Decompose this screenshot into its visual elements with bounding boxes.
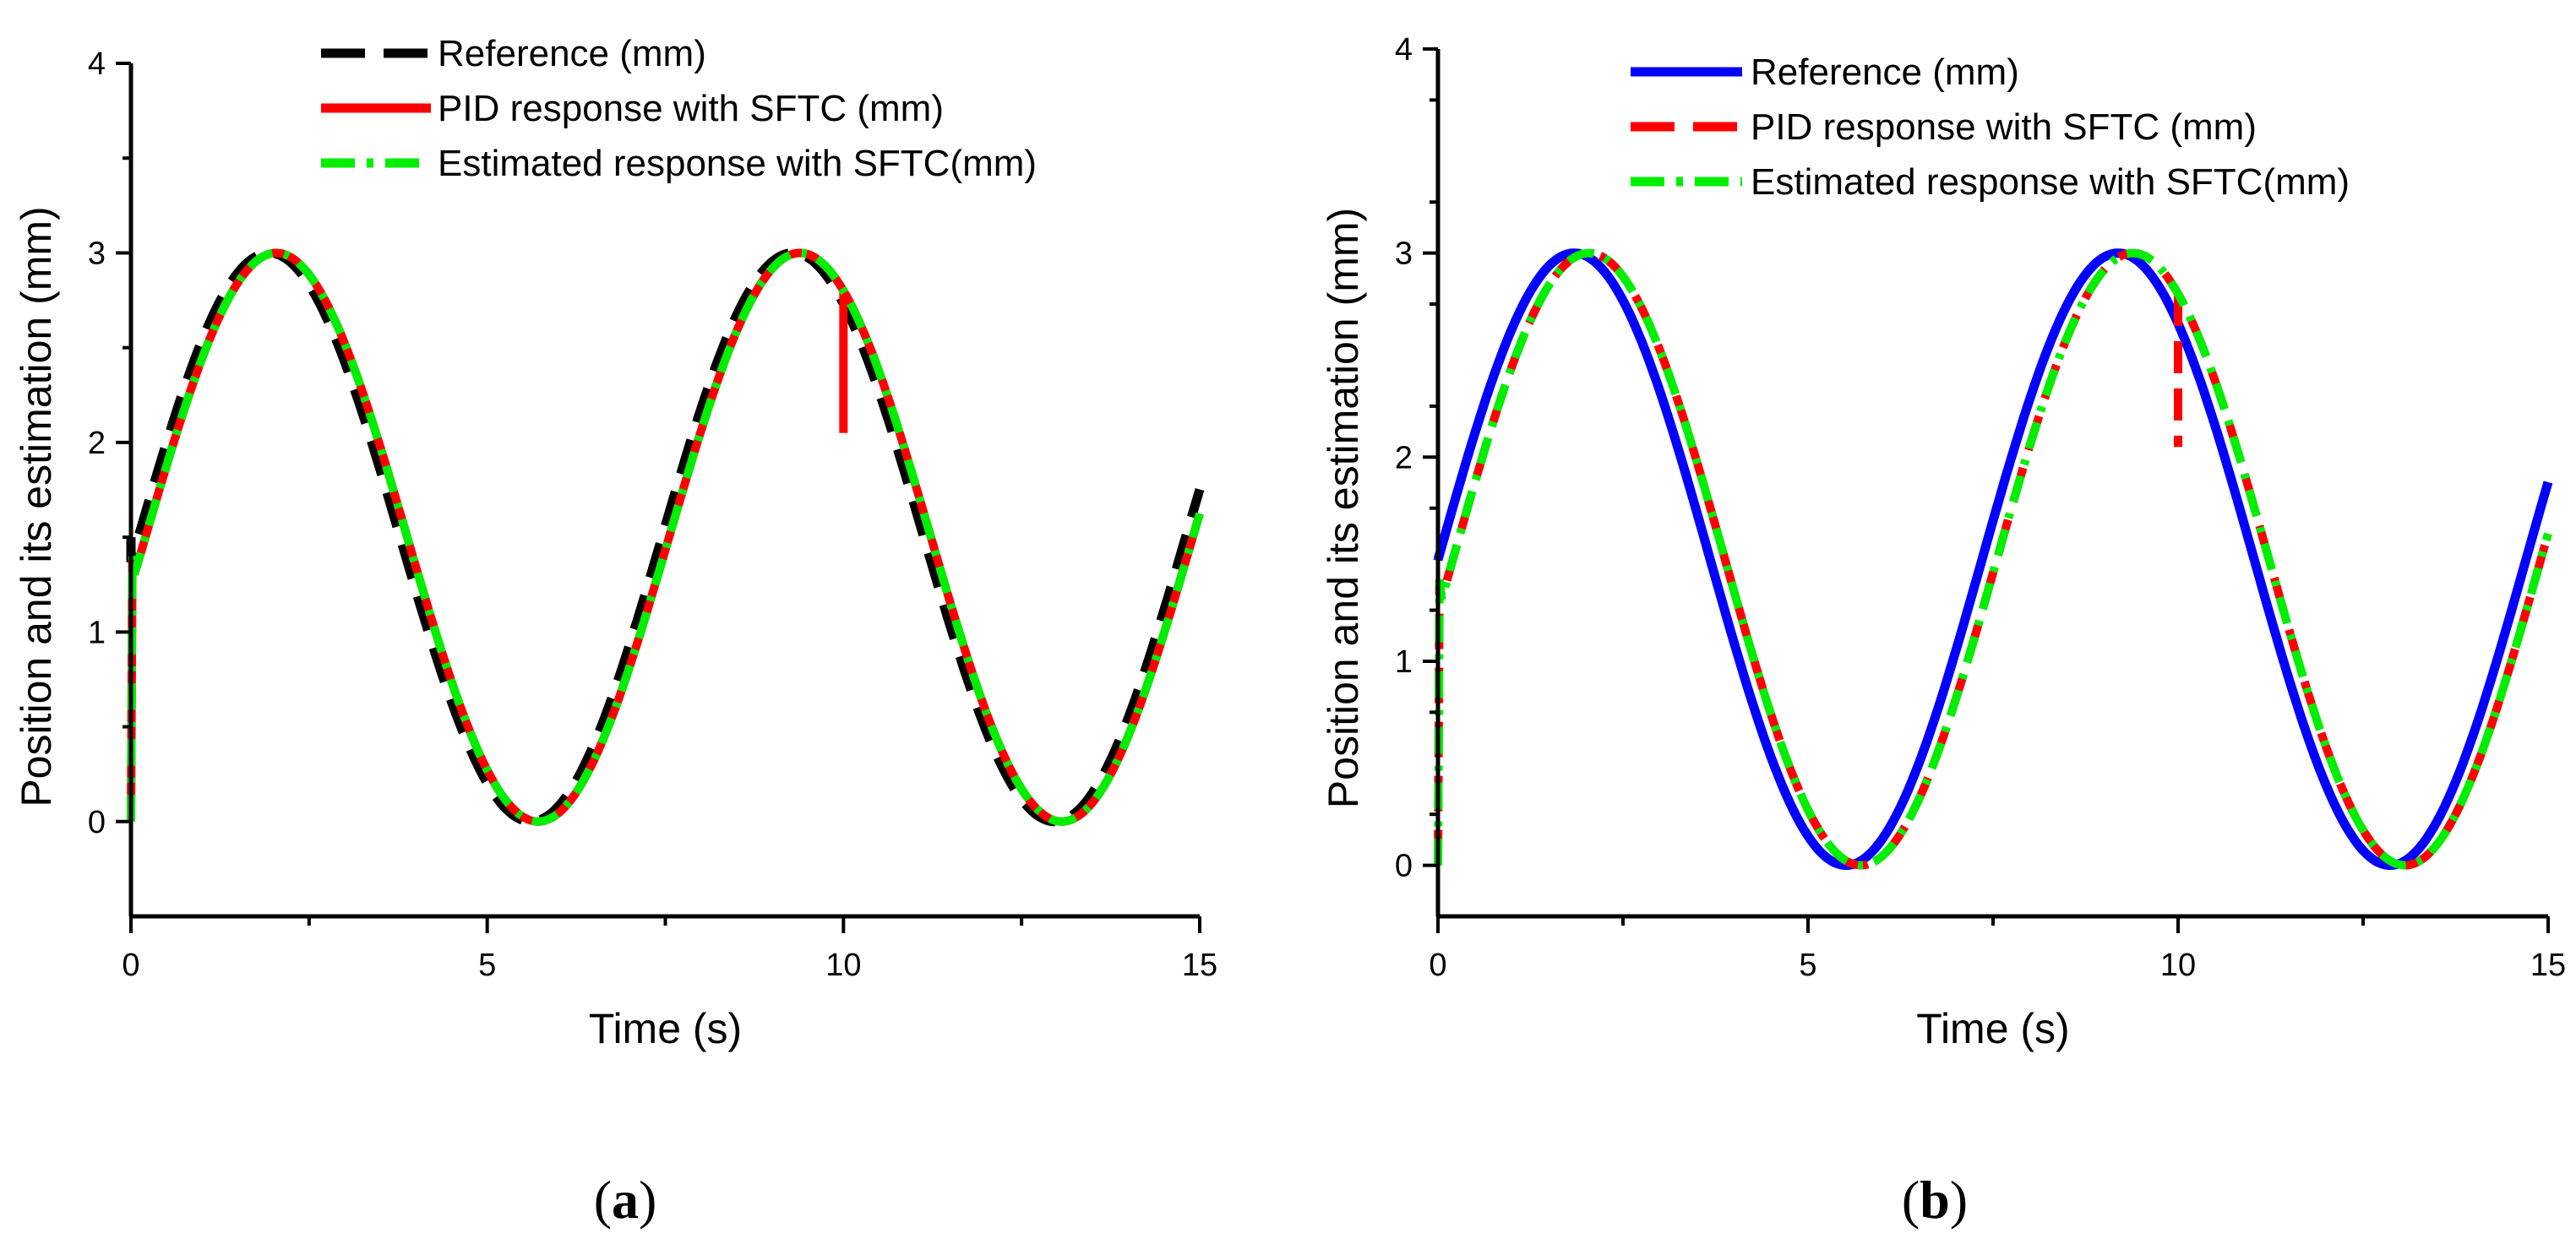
- legend: Reference (mm) PID response with SFTC (mm…: [321, 33, 1037, 184]
- x-tick-label: 15: [1182, 948, 1217, 983]
- series-line-2: [1434, 248, 2552, 870]
- y-tick-label: 0: [1395, 849, 1413, 884]
- panel-label: (b): [1902, 1170, 1968, 1230]
- legend-label-2: PID response with SFTC (mm): [438, 88, 944, 129]
- y-axis-label: Position and its estimation (mm): [13, 206, 60, 807]
- y-axis-label: Position and its estimation (mm): [1320, 208, 1367, 808]
- legend: Reference (mm) PID response with SFTC (mm…: [1631, 52, 2350, 203]
- y-tick-label: 4: [88, 46, 106, 82]
- series-line-3: [1434, 248, 2552, 870]
- x-tick-label: 15: [2530, 948, 2566, 983]
- legend-label-1: Reference (mm): [438, 33, 706, 74]
- x-tick-label: 0: [122, 948, 139, 983]
- y-tick-label: 2: [1395, 440, 1413, 475]
- x-tick-label: 10: [2160, 948, 2196, 983]
- y-tick-label: 0: [88, 805, 106, 840]
- y-tick-label: 3: [88, 236, 106, 271]
- legend-label-1: Reference (mm): [1751, 52, 2019, 93]
- legend-label-3: Estimated response with SFTC(mm): [438, 143, 1037, 184]
- chart-panel-a: 0 5 10 15 0 1 2 3 4 Time (s) Position and its esti…: [13, 33, 1217, 1230]
- y-tick-label: 4: [1395, 32, 1413, 68]
- x-axis-label: Time (s): [589, 1005, 742, 1052]
- y-tick-label: 1: [88, 615, 106, 650]
- chart-panel-b: 0 5 10 15 0 1 2 3 4 Time (s) Position and its esti…: [1320, 32, 2566, 1230]
- panel-label: (a): [594, 1170, 657, 1230]
- x-tick-label: 10: [825, 948, 861, 983]
- series-line-2: [127, 248, 1204, 826]
- series-line-3: [127, 248, 1204, 826]
- series-line-1: [1433, 248, 2553, 871]
- x-tick-label: 5: [478, 948, 496, 983]
- y-tick-label: 2: [88, 426, 106, 461]
- legend-label-2: PID response with SFTC (mm): [1751, 106, 2257, 148]
- x-tick-label: 0: [1429, 948, 1446, 983]
- legend-label-3: Estimated response with SFTC(mm): [1751, 161, 2350, 203]
- series-group: [1433, 248, 2553, 871]
- x-tick-label: 5: [1799, 948, 1816, 983]
- series-group: [126, 247, 1205, 827]
- y-tick-label: 1: [1395, 644, 1413, 680]
- y-tick-label: 3: [1395, 236, 1413, 272]
- x-axis-label: Time (s): [1916, 1005, 2069, 1052]
